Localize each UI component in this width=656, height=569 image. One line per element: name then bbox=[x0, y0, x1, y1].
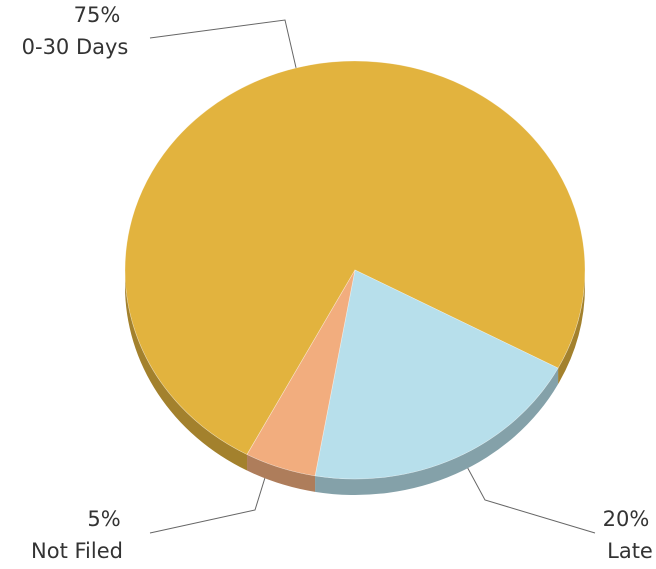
pie-side bbox=[125, 270, 248, 471]
category-label: Late bbox=[607, 539, 653, 563]
pie-slice bbox=[124, 60, 586, 455]
pie-slice bbox=[246, 269, 356, 477]
leader-line bbox=[149, 19, 298, 73]
value-label: 5% bbox=[87, 507, 120, 531]
value-label: 75% bbox=[74, 3, 121, 27]
pie-side bbox=[558, 270, 585, 385]
pie-side bbox=[315, 368, 559, 495]
value-label: 20% bbox=[603, 507, 650, 531]
pie-side bbox=[247, 454, 316, 492]
category-label: 0-30 Days bbox=[22, 35, 129, 59]
pie-slice bbox=[314, 269, 559, 480]
leader-line bbox=[457, 449, 596, 534]
category-label: Not Filed bbox=[31, 539, 123, 563]
